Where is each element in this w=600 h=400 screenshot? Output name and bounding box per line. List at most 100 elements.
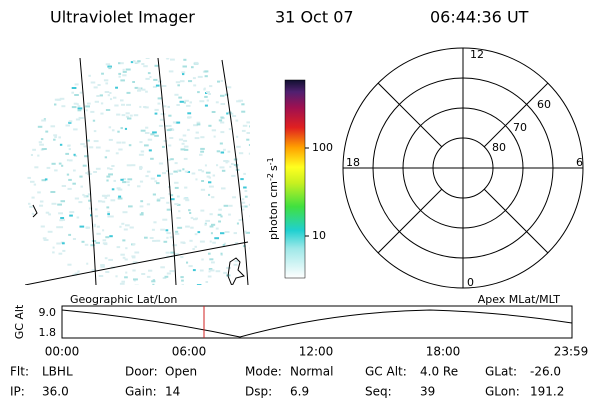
y-tick-label: 9.0 <box>39 306 57 319</box>
speckle <box>226 266 231 269</box>
speckle <box>208 193 211 196</box>
speckle <box>210 232 213 235</box>
speckle <box>159 118 165 121</box>
speckle <box>177 226 183 229</box>
speckle <box>241 198 245 201</box>
speckle <box>152 131 157 134</box>
speckle <box>145 77 150 80</box>
speckle <box>98 200 103 203</box>
speckle <box>30 180 35 183</box>
speckle <box>209 213 213 216</box>
speckle <box>101 200 106 203</box>
speckle <box>265 148 269 150</box>
speckle <box>195 217 199 220</box>
speckle <box>138 288 141 290</box>
speckle <box>46 166 51 169</box>
speckle <box>51 202 57 205</box>
speckle <box>257 178 260 180</box>
speckle <box>163 240 168 243</box>
speckle <box>89 146 94 149</box>
speckle <box>241 103 245 106</box>
mlt-line <box>483 188 549 254</box>
speckle <box>68 148 71 151</box>
speckle <box>251 115 254 117</box>
speckle <box>169 270 175 273</box>
speckle <box>211 261 215 264</box>
speckle <box>194 233 198 236</box>
speckle <box>233 163 239 166</box>
speckle <box>174 203 179 206</box>
speckle <box>178 138 184 141</box>
speckle <box>103 79 109 82</box>
speckle <box>151 228 155 231</box>
speckle <box>125 68 131 71</box>
speckle <box>116 246 121 249</box>
speckle <box>193 218 197 221</box>
speckle <box>168 124 172 127</box>
exponent: -2 <box>266 173 275 181</box>
speckle <box>52 251 55 254</box>
speckle <box>193 124 198 127</box>
speckle <box>233 263 238 266</box>
speckle <box>34 166 39 169</box>
speckle <box>168 128 172 131</box>
speckle <box>199 153 203 156</box>
speckle <box>122 211 128 214</box>
speckle <box>144 132 150 134</box>
speckle <box>188 80 193 83</box>
field-value: 39 <box>420 385 435 399</box>
speckle <box>121 280 126 283</box>
speckle <box>121 141 126 144</box>
speckle <box>120 253 125 256</box>
speckle <box>128 205 133 208</box>
speckle <box>53 138 56 141</box>
speckle <box>208 181 212 184</box>
mlt-line <box>377 82 443 148</box>
speckle <box>232 196 236 199</box>
grid-line <box>221 59 249 285</box>
speckle <box>199 269 204 272</box>
speckle <box>183 197 189 200</box>
speckle <box>107 167 110 170</box>
speckle <box>143 290 146 292</box>
speckle <box>39 143 44 146</box>
speckle <box>125 247 128 250</box>
speckle <box>132 243 136 246</box>
speckle <box>233 158 238 161</box>
speckle <box>203 88 206 91</box>
speckle <box>127 117 132 120</box>
speckle <box>208 268 213 270</box>
speckle <box>44 148 47 150</box>
speckle <box>241 129 246 132</box>
speckle <box>86 102 91 105</box>
x-tick-label: 18:00 <box>426 345 461 359</box>
speckle <box>37 125 43 128</box>
speckle <box>214 237 220 240</box>
speckle <box>152 239 157 242</box>
speckle <box>95 241 101 244</box>
field-value: Normal <box>290 365 333 379</box>
speckle <box>124 276 128 279</box>
speckle <box>42 237 47 240</box>
speckle <box>157 80 162 83</box>
speckle <box>225 160 230 163</box>
speckle <box>212 241 216 244</box>
speckle <box>191 66 194 69</box>
speckle <box>170 158 174 161</box>
speckle <box>249 215 250 218</box>
speckle <box>129 226 134 229</box>
speckle <box>121 114 126 117</box>
speckle <box>120 79 125 82</box>
speckle <box>150 177 156 180</box>
speckle <box>170 58 175 61</box>
speckle <box>220 252 223 255</box>
speckle <box>95 167 101 170</box>
speckle <box>119 225 122 228</box>
speckle <box>220 215 223 218</box>
speckle <box>113 179 116 182</box>
speckle <box>181 285 184 287</box>
speckle <box>244 230 247 233</box>
speckle <box>156 182 160 185</box>
speckle <box>105 82 109 85</box>
speckle <box>182 65 187 68</box>
